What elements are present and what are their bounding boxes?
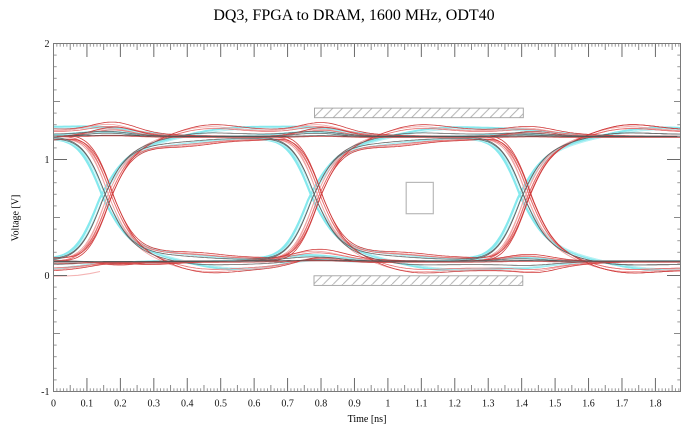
svg-text:-1: -1 [41, 387, 49, 398]
svg-text:0.5: 0.5 [214, 399, 227, 410]
svg-text:0: 0 [45, 271, 50, 282]
svg-text:0.4: 0.4 [181, 399, 194, 410]
svg-text:1.2: 1.2 [449, 399, 462, 410]
svg-text:1.8: 1.8 [649, 399, 662, 410]
svg-text:1.6: 1.6 [582, 399, 595, 410]
svg-text:1.7: 1.7 [616, 399, 629, 410]
svg-text:0.2: 0.2 [114, 399, 127, 410]
svg-text:0: 0 [51, 399, 56, 410]
svg-text:1.4: 1.4 [515, 399, 528, 410]
svg-text:1.5: 1.5 [549, 399, 562, 410]
svg-text:0.7: 0.7 [281, 399, 294, 410]
svg-text:0.3: 0.3 [148, 399, 161, 410]
svg-text:0.8: 0.8 [315, 399, 328, 410]
svg-text:0.1: 0.1 [81, 399, 94, 410]
svg-text:1.1: 1.1 [415, 399, 428, 410]
svg-text:1: 1 [45, 155, 50, 166]
svg-text:2: 2 [45, 39, 50, 50]
svg-text:0.9: 0.9 [348, 399, 361, 410]
svg-text:0.6: 0.6 [248, 399, 261, 410]
svg-text:1.3: 1.3 [482, 399, 495, 410]
svg-text:1: 1 [385, 399, 390, 410]
